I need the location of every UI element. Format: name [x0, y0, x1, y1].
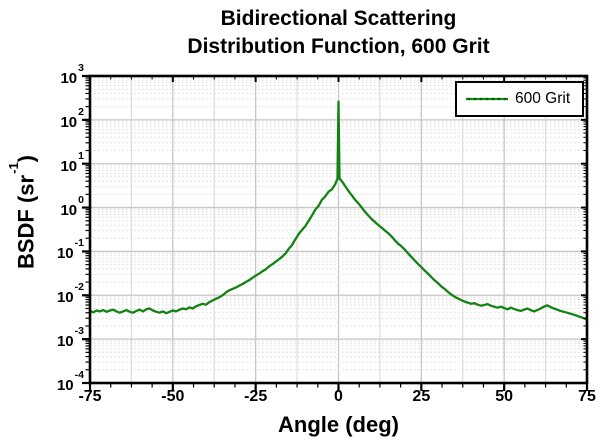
y-tick-label: 102 — [60, 105, 84, 131]
x-axis-title: Angle (deg) — [278, 412, 399, 437]
chart-title: Bidirectional Scattering Distribution Fu… — [90, 5, 587, 61]
chart-title-line2: Distribution Function, 600 Grit — [187, 35, 490, 58]
x-tick-label: -25 — [244, 388, 268, 405]
x-tick-label: 25 — [412, 388, 431, 405]
y-tick-label: 10-4 — [56, 369, 84, 394]
legend: 600 Grit — [455, 81, 584, 117]
x-tick-label: -50 — [161, 388, 185, 405]
x-tick-label: 50 — [495, 388, 514, 405]
x-tick-label: -75 — [78, 388, 102, 405]
chart-title-line1: Bidirectional Scattering — [220, 7, 457, 30]
x-tick-label: 75 — [578, 388, 596, 405]
legend-label: 600 Grit — [515, 90, 571, 107]
y-axis-title: BSDF (sr-1) — [6, 155, 39, 270]
y-tick-label: 10-2 — [56, 281, 84, 307]
y-tick-label: 10-1 — [56, 237, 84, 263]
y-tick-label: 10-3 — [56, 325, 84, 351]
y-tick-label: 101 — [60, 149, 84, 175]
y-tick-label: 103 — [60, 62, 84, 87]
y-tick-label: 100 — [60, 193, 84, 219]
x-tick-label: 0 — [334, 388, 343, 405]
legend-line-sample-icon — [466, 97, 508, 101]
